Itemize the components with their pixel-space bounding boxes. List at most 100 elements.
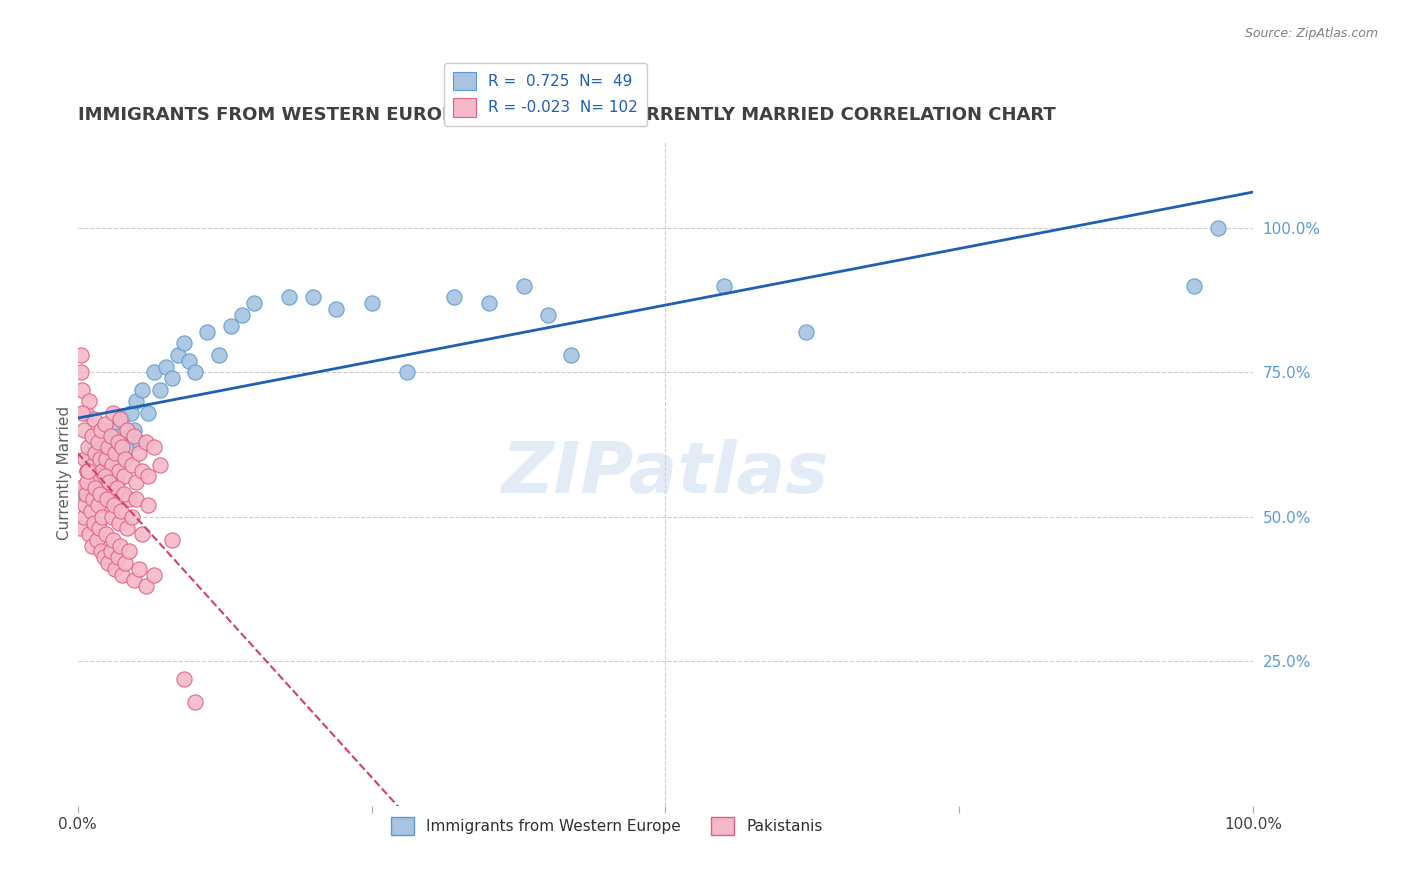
Point: [115, 521, 138, 535]
Point: [93, 498, 115, 512]
Point: [179, 353, 201, 368]
Point: [96, 492, 118, 507]
Point: [70, 348, 93, 362]
Point: [128, 562, 150, 576]
Point: [166, 348, 188, 362]
Point: [125, 394, 148, 409]
Point: [231, 308, 253, 322]
Point: [86, 498, 108, 512]
Point: [96, 434, 118, 449]
Point: [72, 406, 94, 420]
Point: [537, 308, 560, 322]
Y-axis label: Currently Married: Currently Married: [58, 407, 72, 541]
Point: [89, 486, 111, 500]
Point: [98, 469, 121, 483]
Point: [76, 464, 98, 478]
Point: [72, 509, 94, 524]
Point: [125, 492, 148, 507]
Point: [104, 562, 127, 576]
Point: [80, 429, 103, 443]
Point: [160, 371, 183, 385]
Point: [121, 458, 143, 472]
Point: [72, 383, 94, 397]
Point: [82, 458, 104, 472]
Point: [83, 411, 105, 425]
Point: [395, 365, 418, 379]
Point: [83, 516, 105, 530]
Point: [278, 290, 301, 304]
Text: IMMIGRANTS FROM WESTERN EUROPE VS PAKISTANI CURRENTLY MARRIED CORRELATION CHART: IMMIGRANTS FROM WESTERN EUROPE VS PAKIST…: [77, 106, 1056, 124]
Point: [149, 458, 172, 472]
Point: [101, 423, 124, 437]
Point: [360, 296, 382, 310]
Point: [513, 278, 536, 293]
Point: [101, 406, 124, 420]
Point: [120, 406, 142, 420]
Point: [101, 533, 124, 547]
Point: [560, 348, 582, 362]
Point: [136, 469, 159, 483]
Point: [93, 550, 115, 565]
Point: [105, 475, 128, 489]
Point: [101, 458, 124, 472]
Point: [91, 509, 114, 524]
Point: [86, 533, 108, 547]
Point: [131, 527, 153, 541]
Point: [84, 446, 107, 460]
Point: [135, 434, 157, 449]
Point: [69, 481, 91, 495]
Point: [115, 441, 138, 455]
Point: [155, 359, 177, 374]
Point: [90, 544, 112, 558]
Point: [100, 446, 122, 460]
Point: [100, 429, 122, 443]
Point: [108, 539, 131, 553]
Point: [108, 411, 131, 425]
Point: [301, 290, 323, 304]
Point: [70, 365, 93, 379]
Point: [72, 423, 94, 437]
Point: [90, 423, 112, 437]
Point: [73, 452, 96, 467]
Point: [97, 556, 120, 570]
Point: [87, 521, 110, 535]
Point: [114, 556, 136, 570]
Point: [86, 434, 108, 449]
Point: [110, 486, 132, 500]
Point: [94, 527, 117, 541]
Point: [1206, 220, 1229, 235]
Point: [122, 423, 145, 437]
Point: [80, 539, 103, 553]
Point: [94, 469, 117, 483]
Point: [93, 458, 115, 472]
Point: [94, 417, 117, 432]
Point: [79, 452, 101, 467]
Point: [80, 481, 103, 495]
Point: [77, 464, 100, 478]
Point: [107, 550, 129, 565]
Point: [108, 429, 131, 443]
Point: [84, 441, 107, 455]
Point: [69, 521, 91, 535]
Point: [91, 464, 114, 478]
Point: [160, 533, 183, 547]
Point: [79, 394, 101, 409]
Point: [94, 452, 117, 467]
Point: [77, 441, 100, 455]
Point: [87, 469, 110, 483]
Legend: R =  0.725  N=  49, R = -0.023  N= 102: R = 0.725 N= 49, R = -0.023 N= 102: [444, 62, 647, 126]
Point: [128, 446, 150, 460]
Point: [713, 278, 735, 293]
Text: Source: ZipAtlas.com: Source: ZipAtlas.com: [1244, 27, 1378, 40]
Point: [76, 464, 98, 478]
Point: [104, 446, 127, 460]
Point: [173, 336, 195, 351]
Point: [110, 504, 132, 518]
Point: [118, 544, 141, 558]
Point: [105, 481, 128, 495]
Point: [79, 481, 101, 495]
Point: [443, 290, 465, 304]
Point: [184, 695, 207, 709]
Point: [103, 498, 125, 512]
Point: [100, 544, 122, 558]
